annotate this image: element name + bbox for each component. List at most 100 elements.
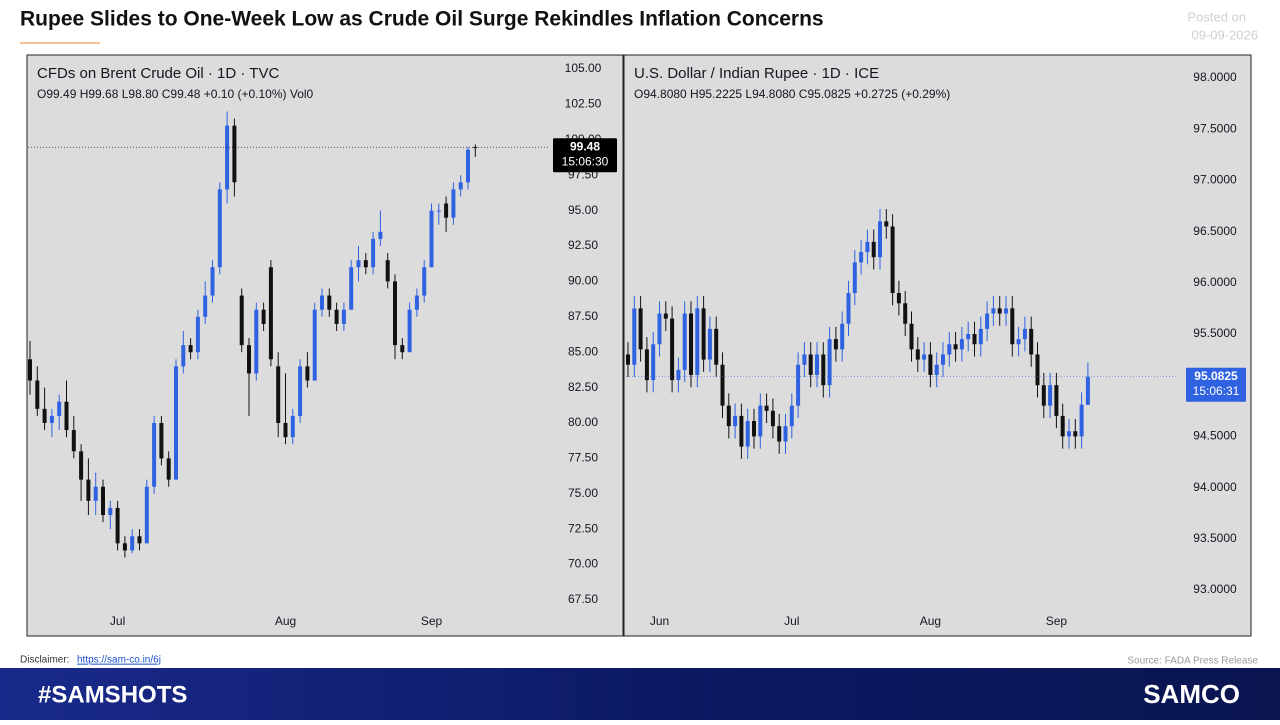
- candle-body: [225, 125, 230, 190]
- candle-body: [985, 313, 990, 329]
- candle-body: [217, 189, 222, 268]
- y-tick-label: 70.00: [568, 557, 598, 571]
- candle-body: [93, 486, 98, 501]
- candle-body: [947, 344, 952, 355]
- candle-body: [298, 366, 303, 416]
- candle-body: [371, 238, 376, 268]
- candle-body: [865, 241, 870, 253]
- ohlc-readout: O94.8080 H95.2225 L94.8080 C95.0825 +0.2…: [634, 87, 950, 101]
- candle-body: [1054, 385, 1059, 416]
- x-tick-label: Jun: [650, 614, 669, 628]
- candle-body: [726, 405, 731, 427]
- candle-body: [188, 345, 193, 353]
- candle-body: [777, 426, 782, 442]
- candle-body: [42, 408, 47, 423]
- candle-body: [1079, 404, 1084, 437]
- candle-body: [997, 308, 1002, 314]
- candle-body: [922, 354, 927, 360]
- candle-body: [1085, 376, 1090, 405]
- candle-body: [689, 313, 693, 375]
- y-tick-label: 82.50: [568, 380, 598, 394]
- candle-body: [657, 313, 662, 345]
- y-tick-label: 105.00: [565, 61, 602, 75]
- y-tick-label: 75.00: [568, 486, 598, 500]
- x-tick-label: Aug: [920, 614, 941, 628]
- slide-title: Rupee Slides to One-Week Low as Crude Oi…: [20, 8, 824, 31]
- candle-body: [436, 210, 441, 212]
- candle-body: [909, 323, 914, 350]
- candle-body: [966, 333, 971, 340]
- y-tick-label: 95.5000: [1193, 326, 1237, 340]
- candle-body: [827, 339, 832, 386]
- footer-brand: SAMCO: [1143, 679, 1240, 709]
- candle-body: [833, 339, 838, 350]
- price-tag-time: 15:06:30: [562, 154, 609, 168]
- candle-body: [71, 430, 76, 452]
- candle-body: [79, 451, 84, 480]
- price-tag-time: 15:06:31: [1193, 384, 1240, 398]
- candle-body: [745, 421, 750, 447]
- panel-right: [623, 54, 1252, 637]
- candle-body: [1041, 385, 1046, 406]
- candle-body: [808, 354, 813, 375]
- candle-body: [632, 308, 637, 365]
- y-tick-label: 87.50: [568, 309, 598, 323]
- candle-body: [701, 308, 706, 360]
- candle-body: [941, 354, 945, 365]
- candle-body: [422, 267, 427, 296]
- candle-body: [714, 328, 719, 365]
- candle-body: [770, 410, 775, 427]
- candle-body: [651, 344, 656, 381]
- candle-body: [356, 260, 361, 268]
- candle-body: [733, 415, 738, 427]
- candle-body: [953, 344, 958, 350]
- candle-body: [878, 221, 882, 258]
- candle-body: [247, 345, 251, 374]
- candle-body: [407, 309, 412, 353]
- disclaimer-link[interactable]: https://sam-co.in/6j: [77, 655, 161, 666]
- candle-body: [739, 415, 744, 447]
- y-tick-label: 93.0000: [1193, 582, 1237, 596]
- candle-body: [35, 380, 40, 409]
- candle-body: [429, 210, 434, 268]
- price-tag-value: 99.48: [570, 139, 600, 153]
- candle-body: [915, 349, 920, 360]
- chart-title: CFDs on Brent Crude Oil · 1D · TVC: [37, 65, 279, 82]
- candle-body: [821, 354, 826, 386]
- y-tick-label: 92.50: [568, 238, 598, 252]
- candle-body: [852, 262, 857, 294]
- candle-body: [1029, 328, 1034, 355]
- candle-body: [152, 422, 157, 487]
- candle-body: [859, 252, 864, 263]
- candle-body: [393, 281, 397, 346]
- candle-body: [991, 308, 996, 314]
- candle-body: [466, 149, 470, 183]
- y-tick-label: 72.50: [568, 521, 598, 535]
- candle-body: [28, 359, 32, 381]
- candle-body: [203, 295, 208, 317]
- candle-body: [312, 309, 317, 381]
- candle-body: [663, 313, 668, 319]
- candle-body: [1016, 339, 1021, 345]
- y-tick-label: 80.00: [568, 415, 598, 429]
- candle-body: [290, 415, 295, 438]
- candle-body: [181, 345, 186, 367]
- candle-body: [959, 339, 964, 350]
- y-tick-label: 77.50: [568, 451, 598, 465]
- price-tag-value: 95.0825: [1194, 369, 1238, 383]
- candle-body: [261, 309, 266, 324]
- candle-body: [473, 147, 478, 149]
- candle-body: [276, 366, 281, 423]
- candle-body: [174, 366, 178, 480]
- candle-body: [451, 189, 456, 218]
- x-tick-label: Jul: [110, 614, 125, 628]
- candle-body: [1022, 328, 1027, 340]
- x-tick-label: Sep: [1046, 614, 1068, 628]
- candle-body: [815, 354, 819, 375]
- candle-body: [49, 415, 54, 423]
- candle-body: [144, 486, 149, 544]
- candle-body: [884, 221, 889, 227]
- x-tick-label: Aug: [275, 614, 296, 628]
- candle-body: [695, 308, 700, 375]
